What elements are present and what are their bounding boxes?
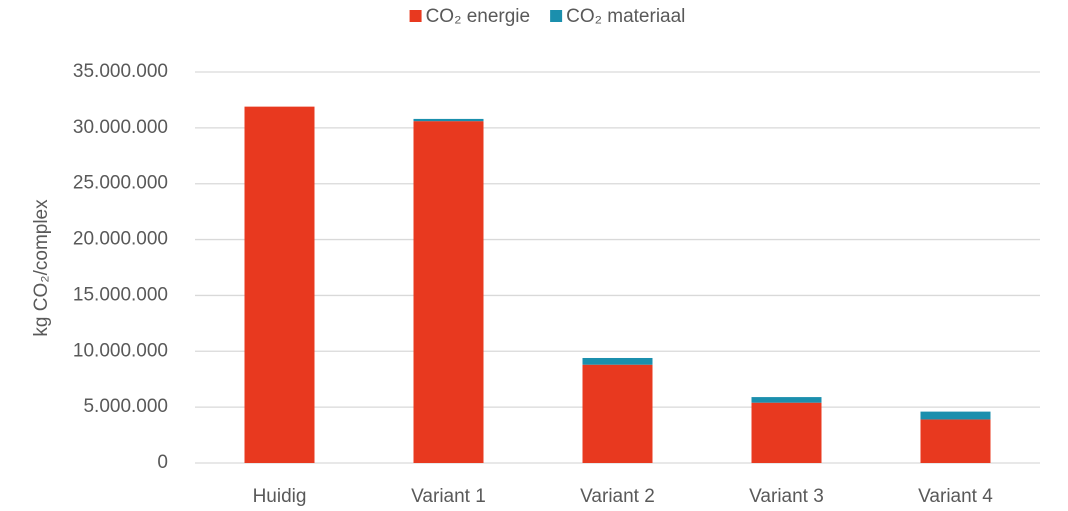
legend-swatch	[409, 10, 422, 22]
y-tick-label: 5.000.000	[83, 396, 168, 417]
legend-swatch	[550, 10, 563, 22]
bar-segment	[582, 357, 653, 365]
x-tick-label: Variant 1	[411, 486, 486, 507]
x-tick-label: Variant 2	[580, 486, 655, 507]
y-tick-label: 15.000.000	[73, 284, 168, 305]
y-tick-label: 10.000.000	[73, 340, 168, 361]
y-tick-label: 25.000.000	[73, 173, 168, 194]
y-tick-label: 30.000.000	[73, 117, 168, 138]
x-tick-label: Huidig	[253, 486, 307, 507]
x-tick-label: Variant 3	[749, 486, 824, 507]
x-tick-label: Variant 4	[918, 486, 993, 507]
legend-label: CO₂ energie	[426, 6, 531, 27]
bar-segment	[920, 411, 991, 420]
y-tick-label: 0	[157, 452, 168, 473]
legend-label: CO₂ materiaal	[566, 6, 685, 27]
bar-segment	[751, 402, 822, 463]
bar-segment	[244, 106, 315, 463]
bar-segment	[751, 397, 822, 403]
bar-segment	[582, 364, 653, 463]
bar-segment	[920, 419, 991, 463]
bar-segment	[413, 118, 484, 122]
y-tick-label: 20.000.000	[73, 229, 168, 250]
y-axis-label: kg CO₂/complex	[31, 199, 52, 337]
y-tick-label: 35.000.000	[73, 61, 168, 82]
bar-segment	[413, 121, 484, 463]
